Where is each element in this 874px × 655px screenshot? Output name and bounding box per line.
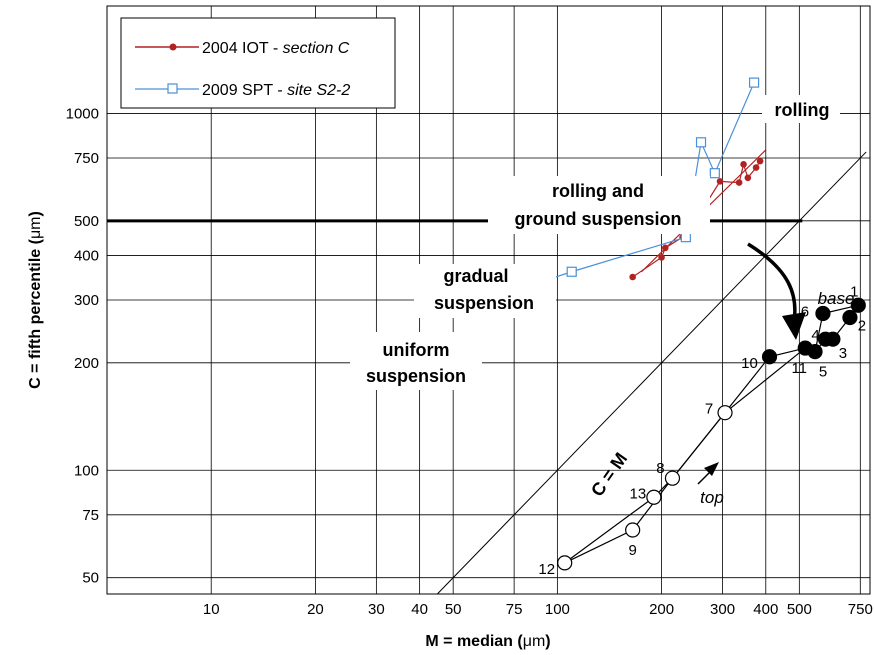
legend-label-spt: 2009 SPT - site S2-2 [202, 82, 350, 99]
sample-point-label: 11 [791, 360, 807, 377]
sample-point-label: 3 [839, 345, 847, 362]
label-rolling: rolling [775, 100, 830, 120]
x-tick-label: 500 [787, 601, 812, 618]
sample-point [761, 349, 778, 365]
y-tick-label: 500 [74, 213, 99, 230]
y-tick-label: 200 [74, 355, 99, 372]
label-c-equals-m: C = M [587, 449, 631, 500]
sample-point-label: 9 [628, 542, 636, 559]
sample-point-label: 12 [538, 561, 555, 578]
iot-point [756, 157, 764, 165]
iot-point [740, 161, 747, 168]
x-tick-label: 100 [545, 601, 570, 618]
y-tick-label: 750 [74, 150, 99, 167]
iot-point [658, 254, 665, 261]
label-gradual-1: gradual [443, 266, 508, 286]
reference-line [436, 151, 867, 595]
y-tick-label: 400 [74, 247, 99, 264]
sample-point-label: 8 [656, 460, 664, 477]
sample-point-label: 1 [850, 283, 858, 300]
sample-point [717, 405, 733, 421]
iot-point [744, 174, 752, 182]
sample-point-label: 6 [801, 303, 809, 320]
iot-point [752, 164, 760, 171]
x-tick-label: 20 [307, 601, 324, 618]
reference-lines [107, 151, 867, 595]
sample-point [646, 489, 662, 505]
x-tick-label: 75 [506, 601, 523, 618]
transition-arrow [747, 242, 797, 323]
iot-point [629, 273, 636, 281]
x-tick-label: 750 [848, 601, 873, 618]
spt-point [709, 168, 720, 179]
label-rolling-ground-1: rolling and [552, 181, 644, 201]
spt-point [695, 137, 707, 148]
iot-point [661, 244, 669, 252]
label-base: base [818, 289, 855, 308]
transition-arrow-head [782, 312, 806, 340]
sample-point-label: 4 [811, 327, 819, 344]
axis-ticks: 10 20 30 40 50 75 100 200 300 400 500 7505075100200… [66, 105, 873, 618]
sample-point [850, 297, 866, 313]
sample-point [797, 340, 813, 356]
legend-marker-spt [167, 83, 178, 94]
sample-point-label: 5 [819, 364, 827, 381]
legend: 2004 IOT - section C 2009 SPT - site S2-… [120, 17, 396, 109]
label-top: top [700, 488, 724, 507]
sample-point [664, 470, 681, 486]
y-axis-title: C = fifth percentile (μm) [27, 211, 44, 389]
label-rolling-ground-2: ground suspension [514, 209, 681, 229]
iot-point [735, 179, 743, 186]
plot-frame [106, 5, 871, 595]
sample-point [625, 522, 641, 538]
y-tick-label: 100 [74, 462, 99, 479]
iot-point [716, 178, 724, 185]
sample-point-label: 2 [858, 317, 866, 334]
sample-point [557, 555, 573, 571]
region-labels: rolling rolling and ground suspension gr… [350, 95, 854, 507]
sample-point-label: 13 [630, 485, 647, 502]
spt-point [748, 77, 760, 88]
x-tick-label: 200 [649, 601, 674, 618]
x-tick-label: 400 [753, 601, 778, 618]
legend-label-iot: 2004 IOT - section C [202, 40, 350, 57]
label-gradual-2: suspension [434, 293, 534, 313]
legend-marker-iot [169, 43, 177, 51]
x-tick-label: 50 [445, 601, 462, 618]
sample-point [815, 305, 831, 322]
sample-point [842, 309, 858, 326]
x-tick-label: 300 [710, 601, 735, 618]
x-tick-label: 10 [203, 601, 220, 618]
top-arrow-head [704, 462, 719, 476]
x-axis-title: M = median (μm) [425, 633, 550, 650]
spt-point [566, 266, 577, 277]
y-tick-label: 300 [74, 292, 99, 309]
x-tick-label: 30 [368, 601, 385, 618]
sample-point-label: 7 [705, 401, 713, 418]
x-tick-label: 40 [411, 601, 428, 618]
sample-path-secondary [564, 347, 806, 564]
label-uniform-2: suspension [366, 366, 466, 386]
y-tick-label: 50 [82, 570, 99, 587]
y-tick-label: 75 [82, 507, 99, 524]
y-tick-label: 1000 [66, 105, 99, 122]
spt-point [680, 232, 691, 243]
sample-point [817, 331, 834, 347]
sample-point-label: 10 [741, 355, 758, 372]
label-uniform-1: uniform [383, 340, 450, 360]
